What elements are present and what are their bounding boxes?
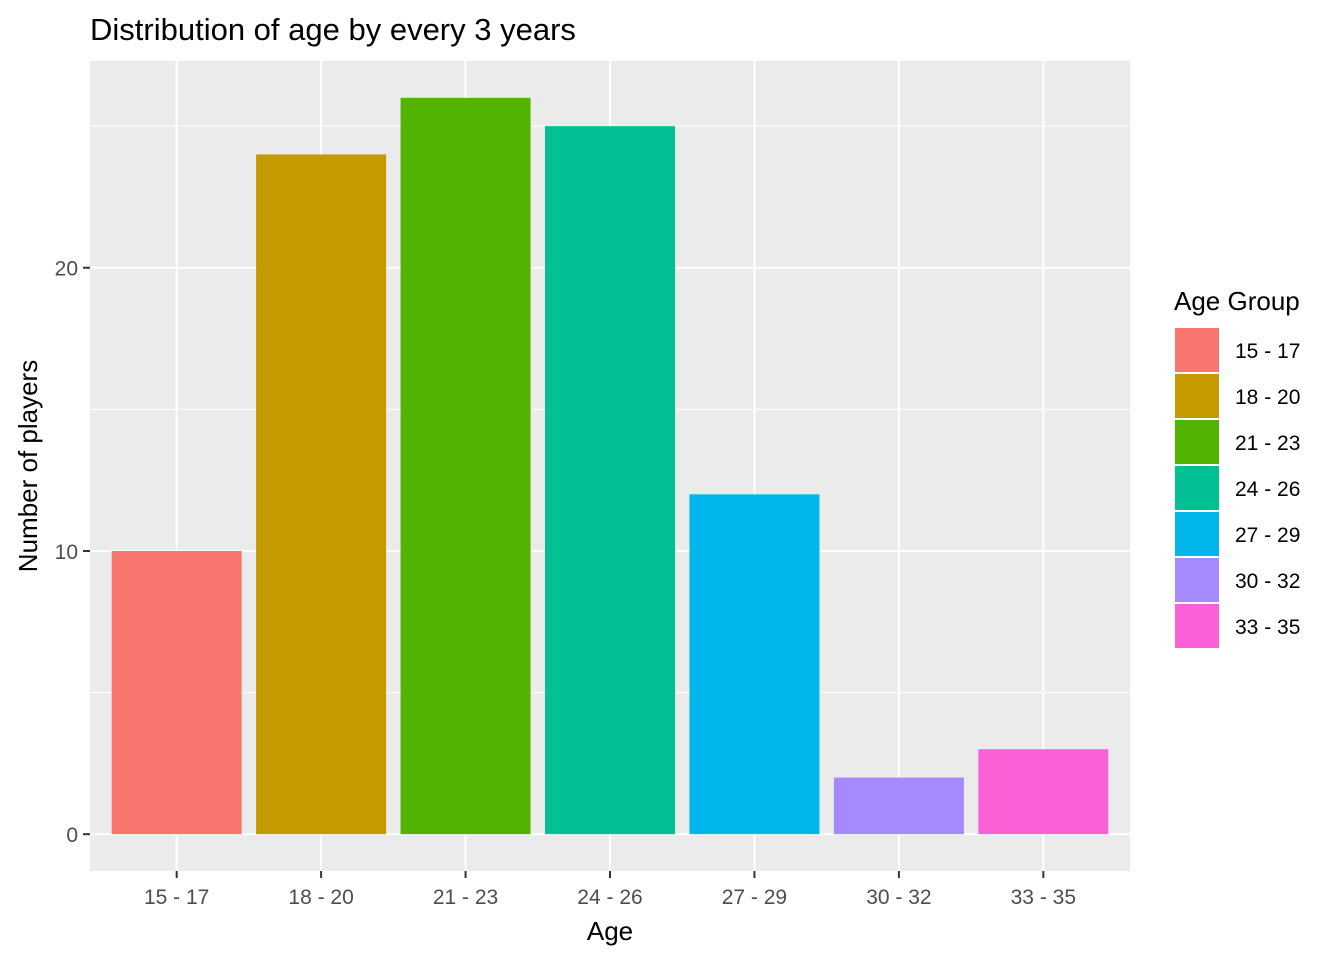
legend-label: 24 - 26 [1235, 478, 1300, 501]
x-tick-label: 30 - 32 [866, 886, 931, 909]
legend: 15 - 17 18 - 20 21 - 23 24 - 26 27 - 29 30 - … [1175, 328, 1300, 648]
legend-key [1175, 374, 1219, 418]
legend-key [1175, 604, 1219, 648]
legend-key [1175, 466, 1219, 510]
bar-30-32 [833, 777, 964, 835]
legend-key [1175, 512, 1219, 556]
bar-33-35 [978, 749, 1109, 835]
legend-key [1175, 420, 1219, 464]
legend-label: 18 - 20 [1235, 386, 1300, 409]
bars [111, 97, 1109, 835]
legend-key [1175, 328, 1219, 372]
x-tick-label: 24 - 26 [577, 886, 642, 909]
bar-18-20 [256, 154, 387, 835]
bar-15-17 [111, 550, 242, 835]
y-tick-label: 20 [55, 258, 78, 281]
legend-label: 21 - 23 [1235, 432, 1300, 455]
x-tick-label: 21 - 23 [433, 886, 498, 909]
bar-27-29 [689, 494, 820, 835]
y-tick-label: 0 [66, 824, 78, 847]
bar-24-26 [545, 126, 675, 835]
x-axis-label: Age [587, 916, 633, 946]
bar-21-23 [400, 97, 531, 835]
y-tick-label: 10 [55, 541, 78, 564]
legend-key [1175, 558, 1219, 602]
y-axis: 0 10 20 [55, 258, 90, 847]
x-tick-label: 18 - 20 [288, 886, 353, 909]
legend-label: 27 - 29 [1235, 524, 1300, 547]
x-axis: 15 - 17 18 - 20 21 - 23 24 - 26 27 - 29 30 - … [144, 871, 1076, 909]
legend-label: 30 - 32 [1235, 570, 1300, 593]
y-axis-label: Number of players [13, 360, 43, 572]
legend-title: Age Group [1174, 286, 1300, 316]
x-tick-label: 15 - 17 [144, 886, 209, 909]
chart-title: Distribution of age by every 3 years [90, 12, 576, 47]
legend-label: 33 - 35 [1235, 616, 1300, 639]
legend-label: 15 - 17 [1235, 340, 1300, 363]
x-tick-label: 33 - 35 [1011, 886, 1076, 909]
x-tick-label: 27 - 29 [722, 886, 787, 909]
